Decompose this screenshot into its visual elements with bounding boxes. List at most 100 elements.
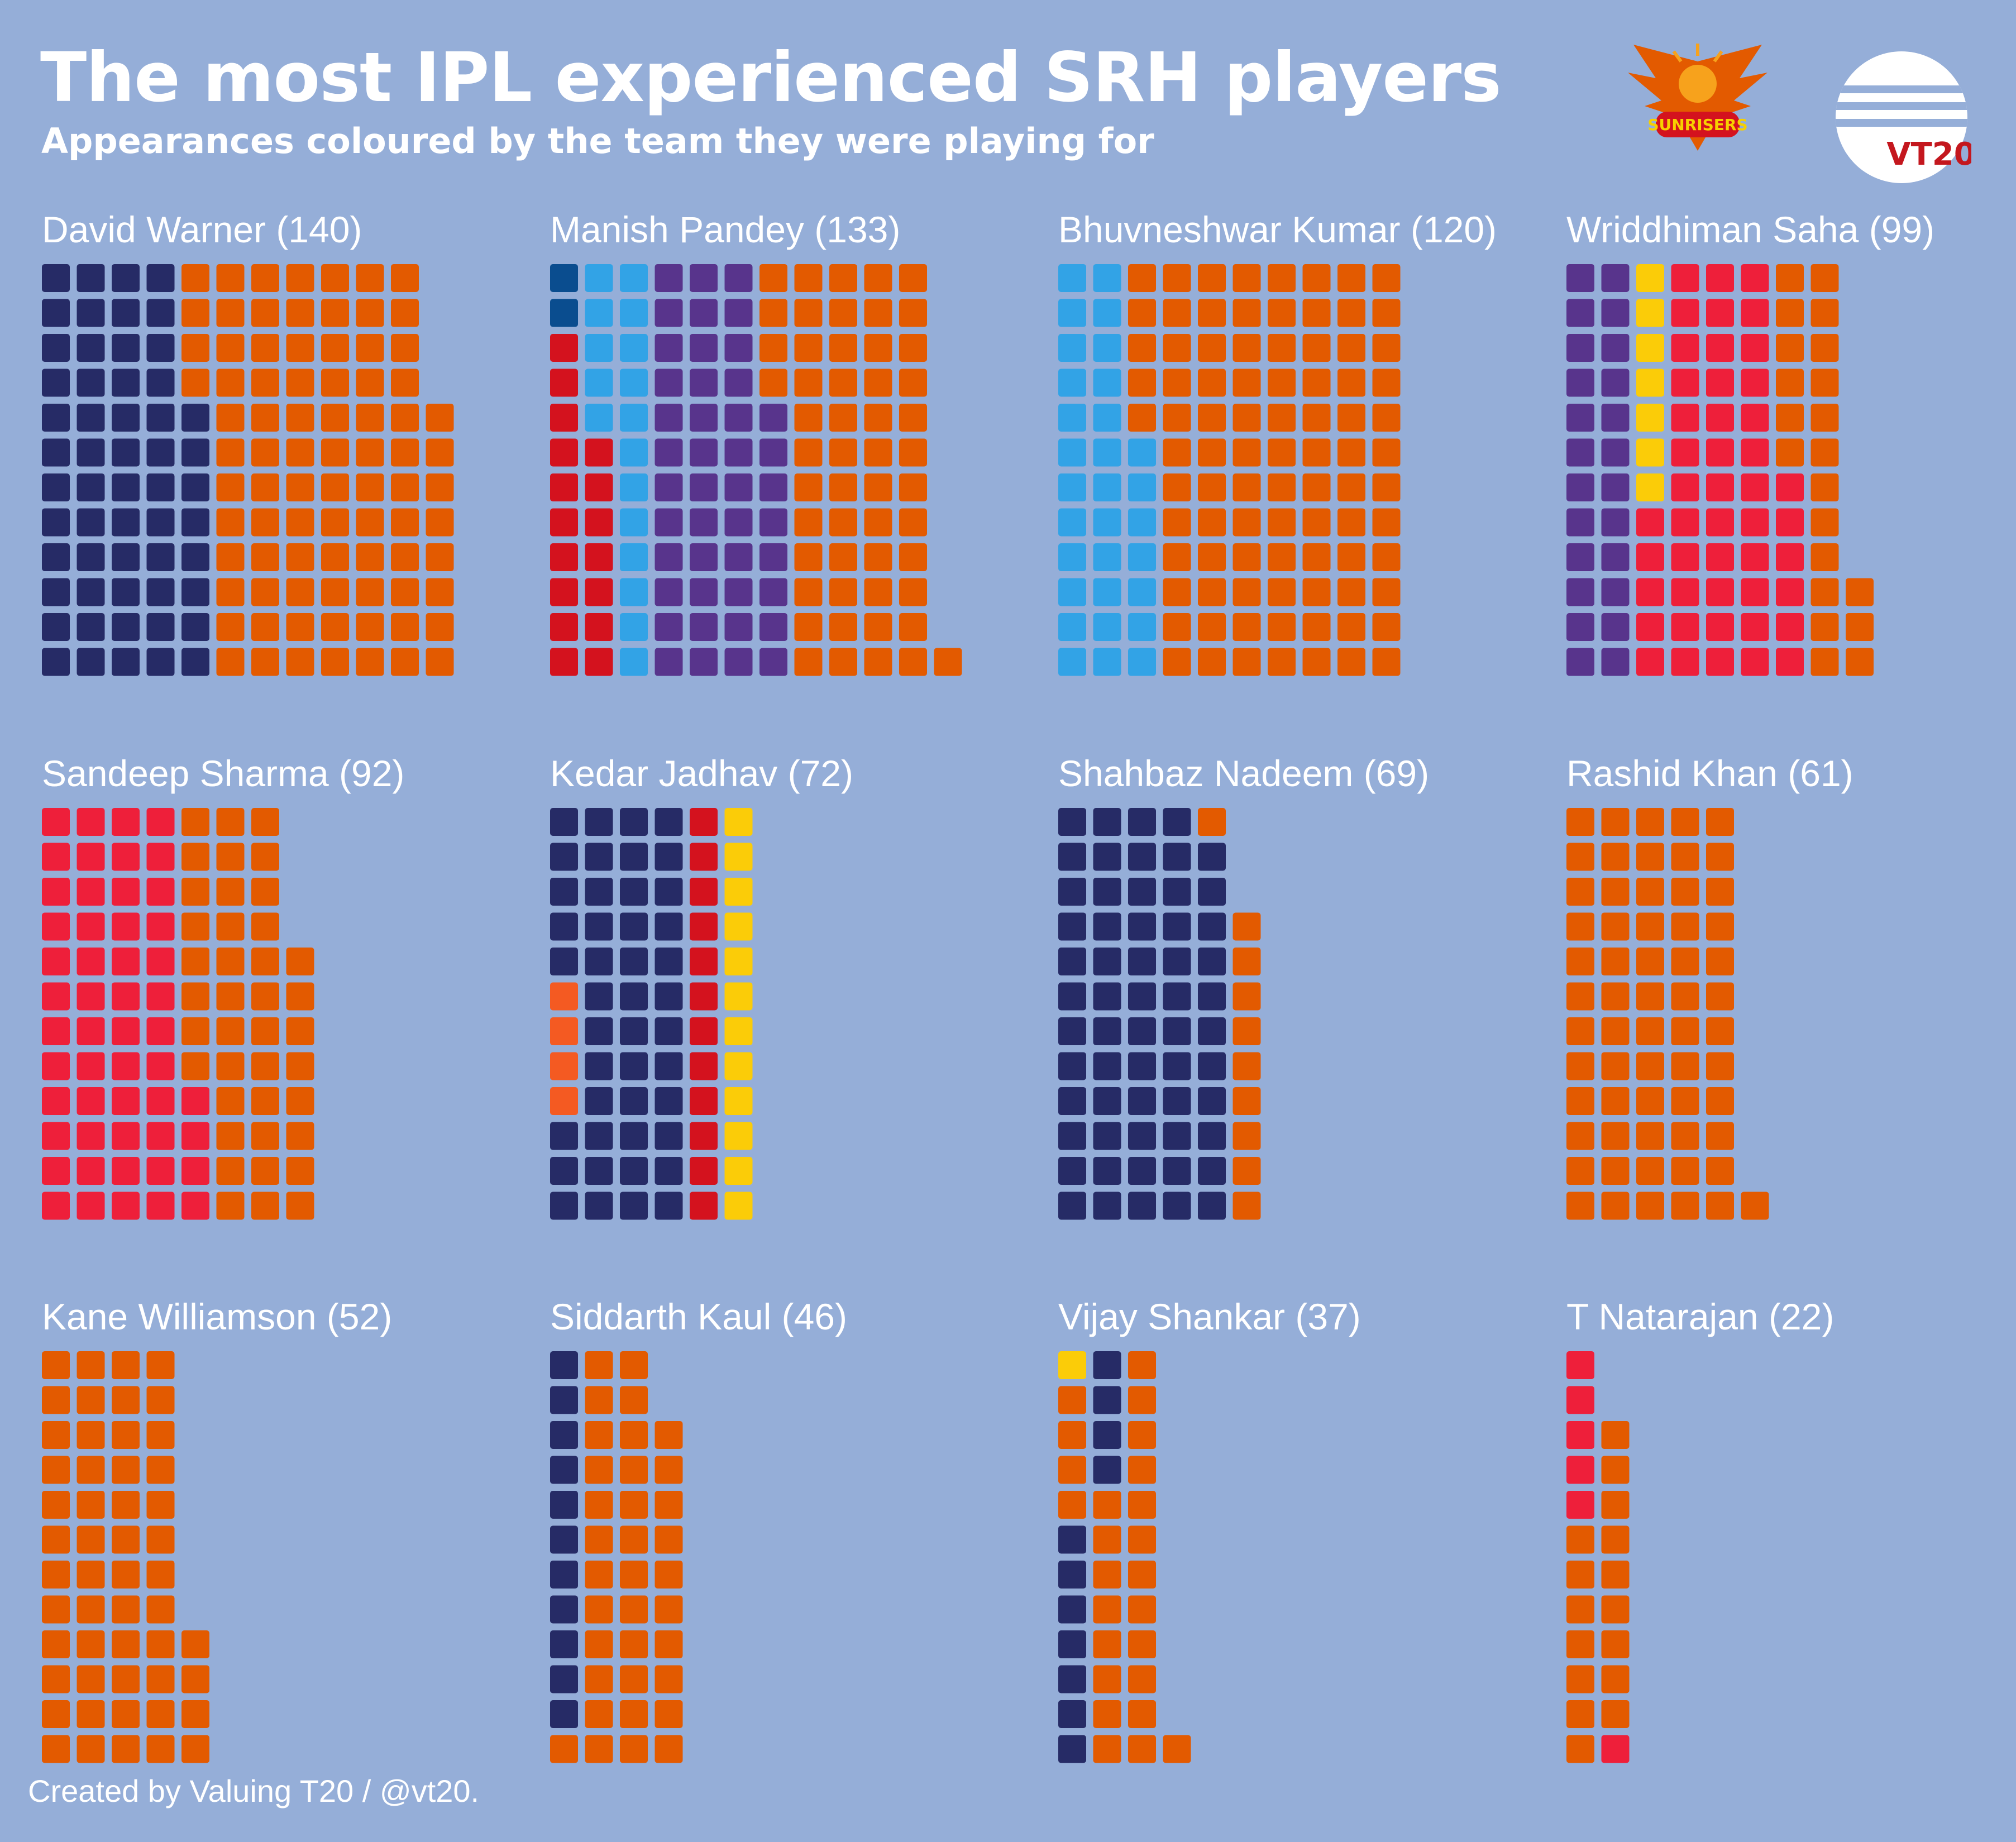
appearance-square xyxy=(1268,473,1296,501)
appearance-square xyxy=(1741,404,1769,432)
appearance-square xyxy=(1058,843,1086,871)
appearance-square xyxy=(1671,1192,1699,1220)
appearance-square xyxy=(112,948,140,975)
appearance-square xyxy=(1093,982,1121,1011)
appearance-square xyxy=(1337,578,1365,606)
appearance-square xyxy=(42,1456,70,1484)
appearance-square xyxy=(1093,369,1121,397)
appearance-square xyxy=(42,1052,70,1080)
appearance-square xyxy=(1128,1456,1156,1484)
appearance-square xyxy=(1566,948,1594,975)
appearance-square xyxy=(1337,404,1365,432)
appearance-square xyxy=(864,508,892,537)
appearance-square xyxy=(585,808,613,836)
appearance-square xyxy=(42,369,70,397)
appearance-square xyxy=(1671,299,1699,327)
appearance-square xyxy=(1093,299,1121,327)
appearance-square xyxy=(1198,264,1226,292)
appearance-square xyxy=(1337,543,1365,571)
appearance-square xyxy=(1706,1157,1734,1185)
appearance-square xyxy=(286,613,314,641)
appearance-square xyxy=(655,508,683,537)
appearance-square xyxy=(251,1087,279,1115)
appearance-square xyxy=(620,1052,648,1080)
appearance-square xyxy=(1058,648,1086,676)
appearance-square xyxy=(1776,648,1804,676)
player-label: Kedar Jadhav (72) xyxy=(550,753,853,794)
appearance-square xyxy=(1058,1421,1086,1449)
appearance-square xyxy=(1671,404,1699,432)
appearance-square xyxy=(724,1017,753,1045)
appearance-square xyxy=(1671,1017,1699,1045)
waffle-grid xyxy=(550,808,753,1220)
appearance-square xyxy=(216,1052,245,1080)
appearance-square xyxy=(216,369,245,397)
appearance-square xyxy=(1706,613,1734,641)
appearance-square xyxy=(690,578,718,606)
appearance-square xyxy=(251,1017,279,1045)
appearance-square xyxy=(321,648,349,676)
appearance-square xyxy=(1566,1386,1594,1414)
appearance-square xyxy=(1636,1192,1664,1220)
appearance-square xyxy=(1302,404,1331,432)
appearance-square xyxy=(181,438,209,467)
appearance-square xyxy=(1776,613,1804,641)
appearance-square xyxy=(1372,438,1401,467)
appearance-square xyxy=(286,369,314,397)
appearance-square xyxy=(77,264,105,292)
appearance-square xyxy=(655,1595,683,1624)
appearance-square xyxy=(112,1700,140,1728)
credit-footer: Created by Valuing T20 / @vt20. xyxy=(28,1773,480,1808)
appearance-square xyxy=(1601,369,1630,397)
appearance-square xyxy=(655,1421,683,1449)
appearance-square xyxy=(1198,843,1226,871)
appearance-square xyxy=(550,1525,578,1554)
appearance-square xyxy=(216,1192,245,1220)
appearance-square xyxy=(1128,543,1156,571)
appearance-square xyxy=(181,613,209,641)
appearance-square xyxy=(1636,808,1664,836)
appearance-square xyxy=(112,264,140,292)
appearance-square xyxy=(1232,1087,1261,1115)
appearance-square xyxy=(216,578,245,606)
appearance-square xyxy=(1706,543,1734,571)
appearance-square xyxy=(1706,404,1734,432)
appearance-square xyxy=(1741,438,1769,467)
appearance-square xyxy=(1671,648,1699,676)
appearance-square xyxy=(1093,808,1121,836)
appearance-square xyxy=(426,508,454,537)
appearance-square xyxy=(112,808,140,836)
appearance-square xyxy=(620,1561,648,1589)
appearance-square xyxy=(112,1665,140,1693)
appearance-square xyxy=(1636,578,1664,606)
appearance-square xyxy=(77,1630,105,1658)
appearance-square xyxy=(1671,264,1699,292)
appearance-square xyxy=(42,1595,70,1624)
appearance-square xyxy=(1671,982,1699,1011)
appearance-square xyxy=(1601,982,1630,1011)
appearance-square xyxy=(1128,1700,1156,1728)
appearance-square xyxy=(1128,1665,1156,1693)
appearance-square xyxy=(1058,982,1086,1011)
appearance-square xyxy=(620,648,648,676)
appearance-square xyxy=(655,948,683,975)
appearance-square xyxy=(1268,508,1296,537)
appearance-square xyxy=(1636,613,1664,641)
appearance-square xyxy=(1128,1157,1156,1185)
appearance-square xyxy=(77,648,105,676)
appearance-square xyxy=(620,878,648,906)
appearance-square xyxy=(724,473,753,501)
appearance-square xyxy=(585,1525,613,1554)
appearance-square xyxy=(759,613,787,641)
appearance-square xyxy=(1636,334,1664,362)
appearance-square xyxy=(1268,613,1296,641)
appearance-square xyxy=(426,404,454,432)
appearance-square xyxy=(1302,438,1331,467)
appearance-square xyxy=(216,264,245,292)
appearance-square xyxy=(655,843,683,871)
appearance-square xyxy=(1163,404,1191,432)
appearance-square xyxy=(321,613,349,641)
appearance-square xyxy=(77,1157,105,1185)
appearance-square xyxy=(1601,1735,1630,1763)
appearance-square xyxy=(1810,473,1839,501)
